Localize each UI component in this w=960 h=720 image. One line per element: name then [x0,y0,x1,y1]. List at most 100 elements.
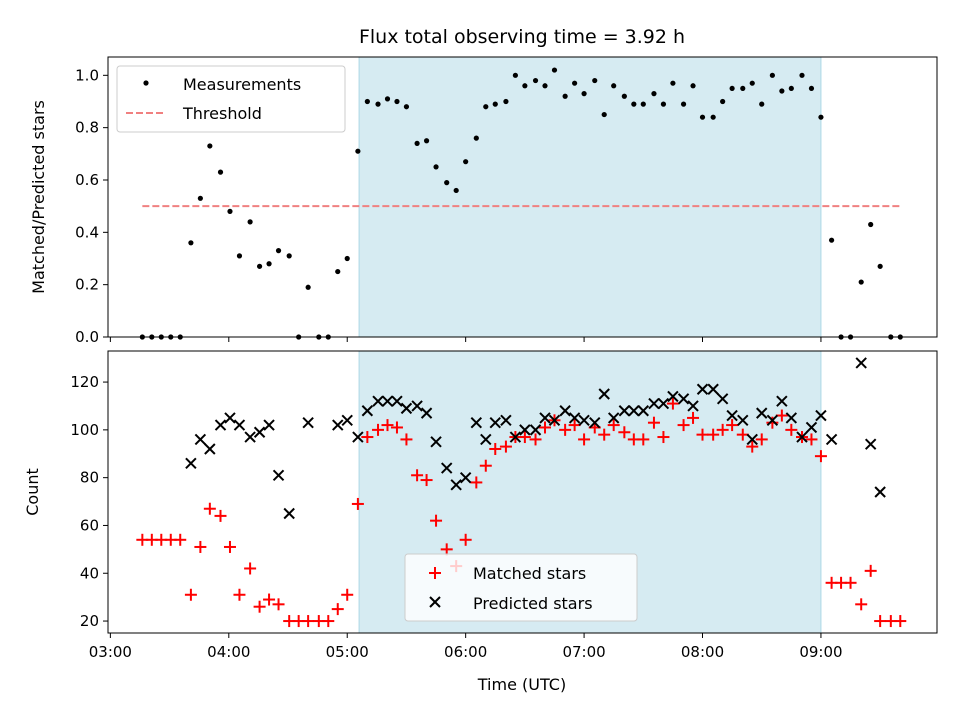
measurement-point [581,91,587,97]
measurement-point [512,72,518,78]
predicted-star-point [568,412,581,424]
predicted-star-point [430,436,442,448]
top-x-ticks [109,337,822,342]
measurement-point [532,77,539,84]
matched-star-point [194,540,207,553]
measurement-point [562,93,568,99]
matched-star-point [489,442,502,455]
measurement-point [788,85,794,92]
predicted-star-point [500,414,512,427]
matched-star-point [223,540,236,553]
measurement-point [779,88,785,94]
shade-band [358,56,822,338]
y-tick-label: 20 [80,612,99,630]
predicted-star-point [667,390,679,403]
legend-measurements-label: Measurements [183,75,301,94]
matched-star-point [361,431,374,444]
predicted-star-point [204,443,216,455]
predicted-star-point [559,405,571,417]
measurement-point [217,169,224,175]
matched-star-point [203,502,216,515]
top-y-axis-label: Matched/Predicted stars [29,100,48,294]
matched-star-point [184,588,197,601]
measurement-point [818,114,824,120]
measurement-point [759,101,765,107]
bottom-legend: Matched stars Predicted stars [404,553,638,622]
measurement-point [740,85,746,92]
matched-star-point [479,459,492,472]
bottom-x-ticks: 03:00 04:00 05:00 06:00 07:00 08:00 09:00 [89,633,843,661]
predicted-star-point [529,424,542,436]
predicted-star-point [263,419,275,431]
x-tick-label: 07:00 [562,643,605,661]
matched-star-point [341,588,354,601]
predicted-star-point [726,409,738,422]
predicted-star-point [214,419,227,431]
measurement-point [749,80,755,86]
predicted-star-point [302,416,314,429]
measurement-point [473,135,479,141]
bottom-y-ticks: 20 40 60 80 100 120 [70,373,108,630]
predicted-star-point [372,395,384,407]
y-tick-label: 0.0 [75,328,99,346]
matched-star-point [539,421,552,434]
matched-star-point [805,433,818,446]
predicted-star-point [785,412,798,424]
predicted-star-point [224,412,236,424]
predicted-star-point [352,431,364,443]
y-tick-label: 0.6 [75,171,99,189]
matched-star-point [666,397,679,410]
matched-star-point [390,421,403,434]
top-y-ticks: 0.0 0.2 0.4 0.6 0.8 1.0 [75,66,108,346]
observing-window-shade-top [358,56,822,338]
x-tick-label: 04:00 [207,643,250,661]
predicted-star-point [716,393,729,405]
matched-star-point [272,598,285,611]
matched-star-point [381,419,394,432]
matched-star-point [578,433,591,446]
measurement-point [592,77,598,84]
bottom-panel: 20 40 60 80 100 120 03:00 04:00 05:00 06:00 07:00… [23,350,938,694]
matched-star-point [814,450,827,463]
top-legend: Measurements Threshold [116,65,346,133]
measurement-point [463,159,469,165]
measurement-point [403,104,410,110]
legend-predicted-marker [429,596,441,608]
predicted-star-point [519,424,531,436]
measurement-point [394,98,400,105]
matched-star-point [263,593,276,606]
legend-threshold-label: Threshold [182,104,262,123]
matched-star-point [736,428,749,441]
matched-star-point [459,533,472,546]
measurement-point [729,85,735,92]
matched-star-point [775,409,788,422]
matched-star-point [844,576,857,589]
measurement-point [335,268,341,275]
measurement-point [344,255,350,262]
predicted-star-point [509,431,522,443]
predicted-star-point [400,402,413,415]
matched-star-point [726,419,739,432]
measurement-point [247,219,253,225]
legend-predicted-label: Predicted stars [473,594,593,613]
matched-star-point [411,469,424,482]
measurement-point [660,101,667,107]
predicted-star-point [766,414,779,427]
predicted-star-point [815,409,827,422]
matched-star-point [755,433,768,446]
matched-star-point [233,588,246,601]
predicted-star-point [450,479,462,491]
predicted-star-point [648,397,660,410]
predicted-star-point [341,414,353,427]
matched-star-point [470,476,483,489]
y-tick-label: 60 [80,516,99,534]
predicted-star-point [805,421,818,434]
predicted-star-point [420,407,433,419]
predicted-star-point [618,405,631,417]
predicted-star-point [687,400,699,412]
figure-title: Flux total observing time = 3.92 h [359,26,685,48]
predicted-star-point [607,412,620,424]
measurement-point [858,279,864,285]
matched-star-point [637,433,650,446]
predicted-star-point [283,507,295,520]
